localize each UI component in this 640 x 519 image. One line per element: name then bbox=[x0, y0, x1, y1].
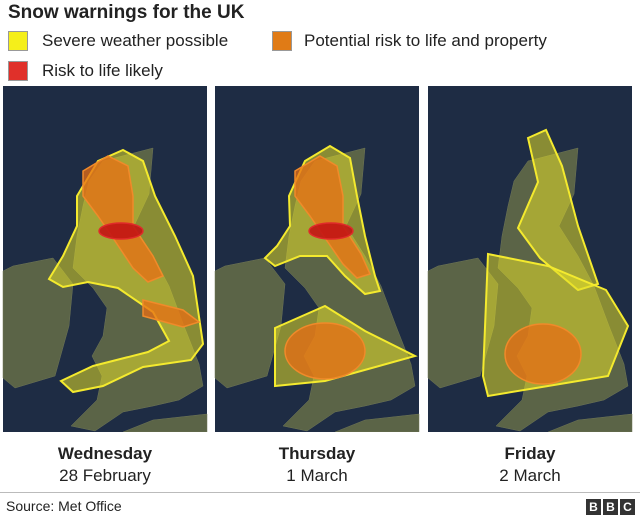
logo-letter: B bbox=[586, 499, 601, 515]
divider bbox=[0, 492, 640, 493]
panel-date: 28 February bbox=[59, 466, 151, 485]
panel-date: 2 March bbox=[499, 466, 561, 485]
map-panel bbox=[427, 86, 633, 432]
panel-day: Wednesday bbox=[57, 444, 153, 463]
source: Source: Met Office bbox=[6, 498, 122, 514]
logo-letter: C bbox=[620, 499, 635, 515]
panel-day: Friday bbox=[504, 444, 556, 463]
legend-label: Risk to life likely bbox=[42, 61, 163, 80]
panel-date: 1 March bbox=[286, 466, 348, 485]
legend-swatch bbox=[8, 61, 28, 81]
logo-letter: B bbox=[603, 499, 618, 515]
map-panel bbox=[2, 86, 208, 432]
legend-swatch bbox=[272, 31, 292, 51]
title: Snow warnings for the UK bbox=[8, 2, 245, 23]
legend-swatch bbox=[8, 31, 28, 51]
panel-day: Thursday bbox=[278, 444, 356, 463]
legend-label: Potential risk to life and property bbox=[304, 31, 547, 50]
map-panel bbox=[214, 86, 420, 432]
maps bbox=[2, 86, 633, 432]
legend-label: Severe weather possible bbox=[42, 31, 229, 50]
